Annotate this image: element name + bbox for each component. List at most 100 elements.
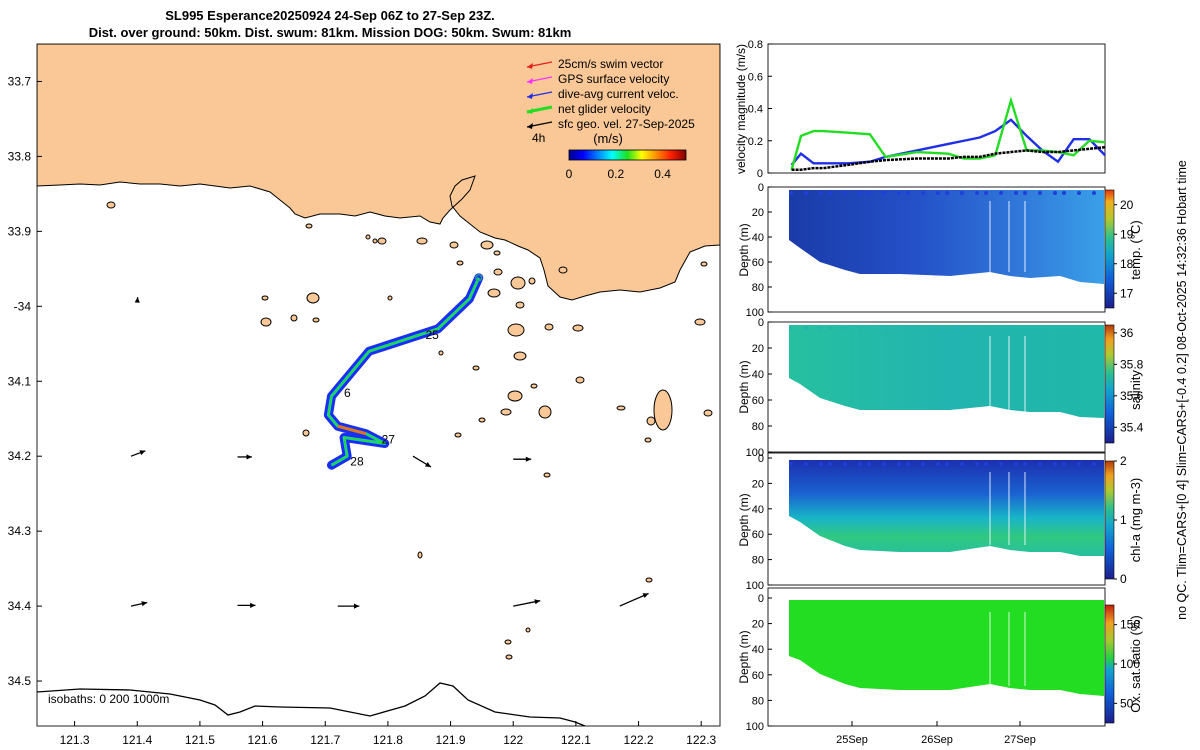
map-y-tick-label: 33.7 [8, 74, 32, 88]
surface-sample-dot [975, 191, 979, 195]
surface-sample-dot [789, 602, 793, 606]
surface-sample-dot [921, 191, 925, 195]
day-label: 28 [350, 454, 364, 468]
oxygen-ylabel: Depth (m) [737, 630, 751, 683]
section-colorbar-ticks: 17 18 19 20 35.4 35.6 35.8 36 0 1 2 50 100 150 [1114, 198, 1144, 710]
chl-ylabel: Depth (m) [737, 493, 751, 546]
map-colorbar-tick-label: 0 [566, 167, 573, 181]
map-colorbar-tick-label: 0.4 [654, 167, 671, 181]
track-net-velocity-line [327, 277, 480, 466]
surface-sample-dot [960, 191, 964, 195]
surface-sample-dot [1023, 462, 1027, 466]
time-x-tick-label: 26Sep [921, 734, 953, 746]
surface-sample-dot [1038, 462, 1042, 466]
map-y-tick-label: 34.1 [8, 374, 32, 388]
map-x-ticks: 121.3 121.4 121.5 121.6 121.7 121.8 121.9 122 12… [60, 721, 717, 747]
sfc-arrow-head [424, 461, 431, 467]
depth-tick-label: 80 [752, 421, 764, 433]
chl-field [789, 460, 1104, 556]
depth-tick-label: 60 [752, 529, 764, 541]
surface-sample-dot [936, 462, 940, 466]
surface-sample-dot [960, 326, 964, 330]
map-y-tick-label: 34.2 [8, 449, 32, 463]
chl-colorbar [1104, 460, 1115, 580]
surface-sample-dot [819, 191, 823, 195]
velocity-y-tick-label: 0.2 [748, 136, 763, 148]
colorbar-tick-label: 17 [1120, 286, 1134, 300]
surface-sample-dot [1053, 462, 1057, 466]
surface-sample-dot [843, 326, 847, 330]
sfc-arrow-head [534, 599, 541, 605]
surface-sample-dot [906, 602, 910, 606]
depth-tick-label: 40 [752, 504, 764, 516]
surface-sample-dot [1014, 191, 1018, 195]
sfc-arrow-head [525, 456, 532, 462]
right-panels: 0 0.2 0.4 0.6 0.8 velocity magnitude (m/s) t… [734, 39, 1144, 746]
surface-sample-dot [1092, 462, 1096, 466]
islands [106, 201, 713, 660]
velocity-ylabel: velocity magnitude (m/s) [734, 44, 748, 174]
surface-sample-dot [975, 602, 979, 606]
legend-label: dive-avg current veloc. [558, 87, 679, 101]
chart-title-line2: Dist. over ground: 50km. Dist. swum: 81k… [88, 25, 572, 40]
depth-tick-label: 100 [746, 580, 764, 592]
velocity-y-tick-label: 0 [757, 168, 763, 180]
temp-ylabel: Depth (m) [737, 223, 751, 276]
colorbar-tick-label: 35.6 [1120, 389, 1144, 403]
surface-sample-dot [897, 462, 901, 466]
surface-sample-dot [897, 602, 901, 606]
legend-swatch-head [527, 108, 533, 114]
map-x-tick-label: 121.4 [122, 733, 152, 747]
surface-sample-dot [921, 326, 925, 330]
surface-sample-dot [804, 602, 808, 606]
surface-sample-dot [1014, 462, 1018, 466]
surface-sample-dot [843, 602, 847, 606]
map-x-tick-label: 122 [503, 733, 523, 747]
map-x-tick-label: 121.7 [310, 733, 340, 747]
surface-sample-dot [1023, 602, 1027, 606]
colorbar-tick-label: 1 [1120, 513, 1127, 527]
velocity-y-tick-label: 0.6 [748, 71, 763, 83]
salinity-colorbar [1104, 324, 1115, 444]
surface-sample-dot [1038, 602, 1042, 606]
surface-sample-dot [789, 326, 793, 330]
surface-sample-dot [858, 191, 862, 195]
map-colorbar [568, 149, 687, 161]
sfc-arrow-head [250, 602, 256, 608]
surface-sample-dot [1077, 602, 1081, 606]
sfc-arrow-head [141, 601, 148, 607]
depth-tick-label: 80 [752, 695, 764, 707]
chart-title-line1: SL995 Esperance20250924 24-Sep 06Z to 27… [165, 8, 495, 23]
velocity-series-line [790, 96, 1106, 171]
surface-sample-dot [945, 462, 949, 466]
surface-sample-dot [819, 462, 823, 466]
chl-colorbar-label: chl-a (mg m-3) [1128, 478, 1143, 563]
velocity-series-line [790, 118, 1106, 166]
surface-sample-dot [804, 462, 808, 466]
surface-sample-dot [1053, 191, 1057, 195]
map-colorbar-tick-label: 0.2 [607, 167, 624, 181]
sfc-arrow-head [353, 603, 360, 609]
map-y-ticks: 33.7 33.8 33.9 -34 34.1 34.2 34.3 34.4 34.5 [8, 74, 42, 688]
colorbar-tick-label: 100 [1120, 657, 1140, 671]
colorbar-tick-label: 2 [1120, 454, 1127, 468]
surface-sample-dot [804, 326, 808, 330]
day-labels: 25 6 27 28 [344, 328, 439, 469]
sfc-geo-arrows [130, 297, 649, 609]
track-start-marker [475, 274, 483, 282]
depth-tick-label: 100 [746, 307, 764, 319]
glider-track [323, 273, 484, 470]
legend-swatch-head [527, 123, 533, 129]
surface-sample-dot [882, 326, 886, 330]
isobath-line [37, 682, 586, 726]
track-swim-segment [337, 424, 367, 436]
time-x-ticks: 25Sep 26Sep 27Sep [836, 721, 1036, 746]
surface-sample-dot [843, 191, 847, 195]
surface-sample-dot [1038, 191, 1042, 195]
depth-tick-label: 80 [752, 555, 764, 567]
legend-swatch-head [527, 78, 533, 84]
oxygen-panel: Ox. sat. ratio (%) Depth (m) 25Sep 26Sep 2… [737, 587, 1143, 746]
depth-tick-label: 0 [758, 182, 764, 194]
surface-sample-dot [960, 602, 964, 606]
